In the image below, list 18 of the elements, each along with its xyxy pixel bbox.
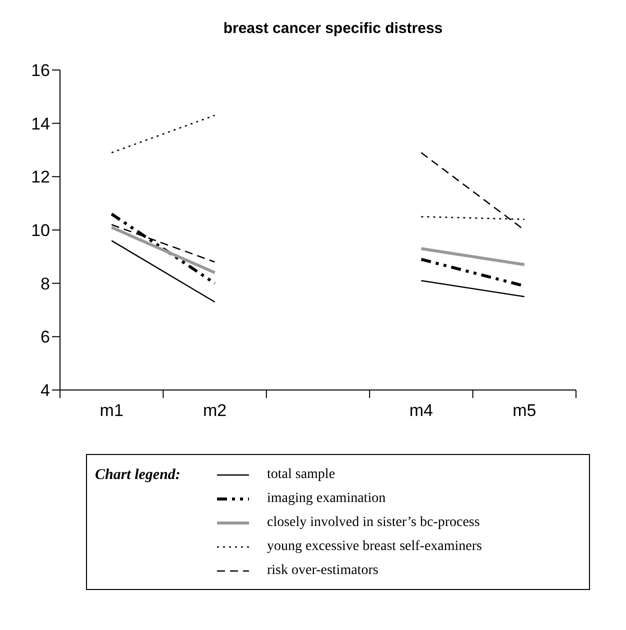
x-tick-label: m5: [512, 401, 536, 420]
y-tick-label: 6: [40, 328, 50, 347]
y-tick-label: 4: [40, 381, 50, 400]
x-tick-label: m1: [100, 401, 124, 420]
y-tick-label: 12: [31, 168, 50, 187]
x-tick-label: m2: [202, 401, 227, 420]
chart-title: breast cancer specific distress: [222, 19, 444, 39]
x-tick-label: m4: [409, 401, 434, 420]
legend-label: imaging examination: [267, 491, 386, 507]
legend-label: total sample: [267, 467, 336, 483]
legend-title: Chart legend:: [95, 466, 182, 484]
legend-label: young excessive breast self-examiners: [267, 539, 482, 555]
legend-label: risk over-estimators: [267, 563, 378, 579]
y-tick-label: 10: [31, 221, 50, 240]
y-tick-label: 16: [31, 61, 50, 80]
y-tick-label: 8: [40, 274, 50, 294]
legend-label: closely involved in sister’s bc-process: [267, 515, 480, 531]
y-tick-label: 14: [31, 114, 50, 134]
